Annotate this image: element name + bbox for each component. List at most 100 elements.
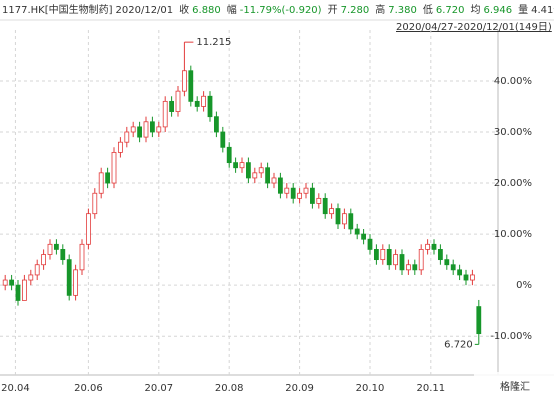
header-item: 2020/12/01	[116, 5, 174, 16]
candle-body	[303, 187, 309, 194]
y-tick-label: 10.00%	[494, 229, 532, 240]
candle-body	[47, 243, 53, 255]
y-tick-label: 20.00%	[494, 178, 532, 189]
x-tick-label: 20.10	[356, 383, 385, 394]
y-tick-label: 30.00%	[494, 127, 532, 138]
candle-body	[361, 233, 367, 240]
candle-body	[86, 213, 91, 245]
candle-body	[258, 167, 264, 174]
header-item: 均	[471, 4, 481, 16]
candle-body	[194, 100, 200, 107]
candle-body	[213, 116, 219, 133]
candle-body	[367, 238, 373, 250]
candle-body	[9, 279, 15, 286]
candle-body	[252, 172, 258, 179]
header-item: 7.280	[341, 5, 370, 16]
candle-body	[137, 126, 143, 138]
candle-body	[437, 249, 443, 261]
candle-body	[322, 197, 328, 215]
candle-body	[41, 254, 46, 266]
x-tick-label: 20.07	[144, 383, 173, 394]
candle-body	[284, 187, 290, 194]
candle-body	[425, 243, 431, 250]
candle-body	[316, 197, 322, 204]
candle-body	[386, 249, 392, 266]
y-tick-label: 40.00%	[494, 76, 532, 87]
candle-body	[66, 259, 72, 296]
candle-body	[329, 208, 335, 215]
candle-body	[21, 279, 27, 301]
candle-body	[111, 152, 117, 184]
header-item: 7.380	[388, 5, 417, 16]
candle-body	[341, 213, 347, 225]
candle-body	[431, 243, 437, 250]
candle-body	[60, 249, 66, 261]
watermark-bg	[474, 372, 554, 401]
candle-body	[290, 187, 296, 199]
candle-body	[335, 208, 341, 225]
candle-body	[265, 167, 271, 184]
candle-body	[98, 172, 104, 194]
candle-body	[348, 213, 354, 230]
candle-body	[271, 177, 277, 184]
candle-body	[239, 162, 245, 169]
candle-body	[373, 249, 379, 261]
candle-body	[124, 131, 130, 143]
annotation: 11.215	[196, 37, 231, 48]
candle-body	[277, 177, 283, 194]
candle-body	[226, 146, 232, 164]
header-item: 高	[375, 3, 385, 16]
x-tick-label: 20.04	[1, 383, 30, 394]
x-tick-label: 20.08	[215, 383, 244, 394]
header-item: 开	[328, 5, 338, 16]
candle-body	[28, 274, 34, 281]
candle-body	[207, 95, 213, 118]
candle-body	[130, 126, 136, 133]
header-item: 收	[179, 3, 189, 16]
candle-body	[412, 264, 418, 271]
candle-body	[297, 192, 303, 199]
header-item: 1177.HK[中国生物制药]	[2, 3, 113, 16]
range-label: 2020/04/27-2020/12/01(149日)	[396, 22, 552, 33]
candle-body	[181, 70, 187, 92]
candle-body	[156, 126, 162, 133]
candle-body	[54, 243, 59, 250]
x-tick-label: 20.11	[416, 383, 445, 394]
candle-body	[92, 192, 98, 215]
candle-body	[73, 269, 78, 296]
candle-body	[15, 284, 21, 301]
candle-body	[393, 254, 399, 266]
header-item: 4.41亿	[531, 3, 554, 16]
header-item: 6.720	[436, 5, 465, 16]
annotation: 6.720	[444, 339, 473, 350]
candle-body	[118, 141, 123, 153]
candle-body	[463, 274, 469, 281]
candle-body	[354, 228, 360, 235]
candle-body	[309, 187, 315, 204]
candle-body	[149, 121, 155, 133]
candle-body	[476, 306, 482, 335]
header: 1177.HK[中国生物制药] 2020/12/01 收 6.880 幅 -11.79%(…	[2, 3, 554, 16]
header-item: 低	[423, 3, 433, 16]
candle-body	[220, 131, 226, 148]
candle-body	[418, 249, 424, 271]
watermark: 格隆汇	[500, 380, 530, 393]
candle-body	[143, 121, 149, 138]
candle-body	[2, 279, 8, 286]
header-item: 幅	[227, 3, 237, 16]
candle-body	[105, 172, 110, 184]
candle-body	[399, 254, 405, 271]
header-item: 6.880	[192, 5, 221, 16]
header-item: 量	[518, 4, 528, 16]
candle-body	[469, 274, 475, 281]
x-tick-label: 20.06	[74, 383, 103, 394]
x-tick-label: 20.09	[285, 383, 314, 394]
candle-body	[79, 243, 85, 271]
candle-body	[444, 259, 450, 266]
candle-body	[188, 70, 194, 102]
candle-body	[405, 264, 411, 271]
candle-body	[169, 100, 175, 112]
candle-body	[245, 162, 251, 179]
